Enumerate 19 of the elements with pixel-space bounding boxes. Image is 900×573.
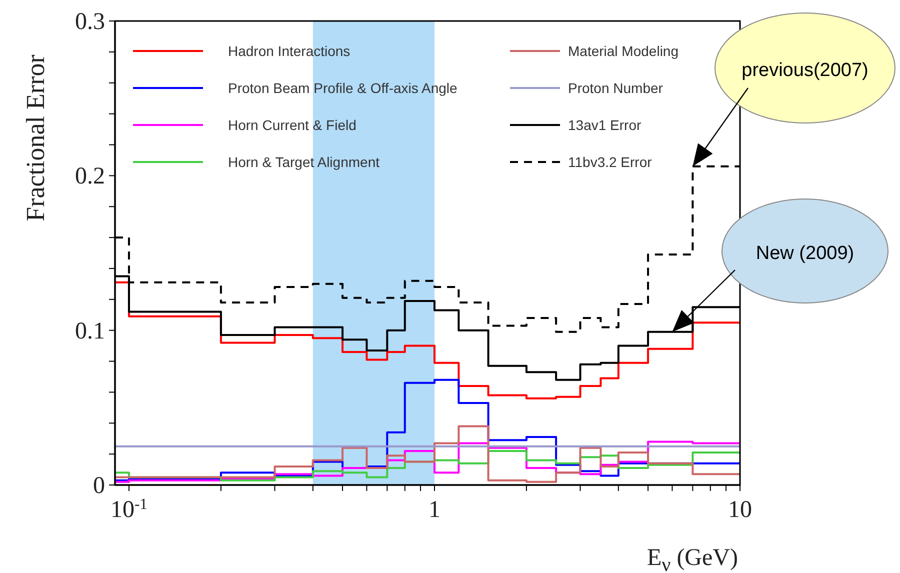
legend-label: 13av1 Error bbox=[568, 117, 642, 133]
x-axis-title: E$_{ν}$ (GeV) bbox=[646, 545, 738, 573]
legend-label: Hadron Interactions bbox=[228, 43, 350, 59]
y-tick-label: 0.2 bbox=[75, 164, 105, 190]
legend-label: Material Modeling bbox=[568, 43, 678, 59]
legend-label: Proton Number bbox=[568, 80, 663, 96]
y-tick-label: 0.3 bbox=[75, 9, 105, 35]
x-tick-label: 10 bbox=[728, 497, 752, 523]
y-tick-label: 0 bbox=[93, 473, 105, 499]
annotation: previous(2007) bbox=[742, 60, 868, 81]
x-tick-label: 10$^{-1}$ bbox=[110, 496, 148, 523]
legend-label: Horn & Target Alignment bbox=[228, 154, 380, 170]
x-tick-label: 1 bbox=[428, 497, 440, 523]
legend-label: Proton Beam Profile & Off-axis Angle bbox=[228, 80, 458, 96]
annotation: New (2009) bbox=[756, 243, 854, 264]
legend-label: 11bv3.2 Error bbox=[568, 154, 652, 170]
legend-label: Horn Current & Field bbox=[228, 117, 356, 133]
y-tick-label: 0.1 bbox=[75, 318, 105, 344]
y-axis-title: Fractional Error bbox=[21, 54, 51, 222]
